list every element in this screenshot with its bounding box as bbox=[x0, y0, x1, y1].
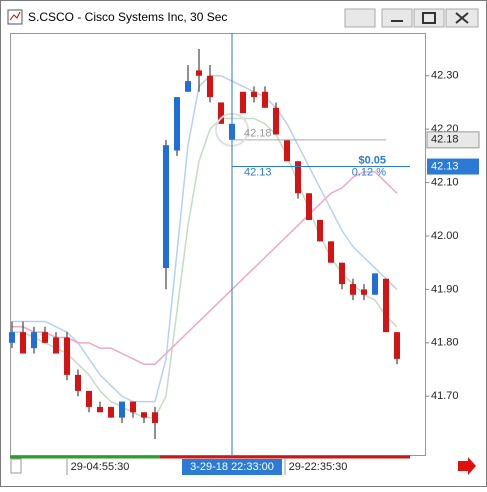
candle-body bbox=[317, 219, 323, 242]
reference-label: 42.18 bbox=[244, 128, 272, 140]
candle-body bbox=[53, 337, 59, 354]
candle-body bbox=[42, 332, 48, 343]
candle-body bbox=[339, 262, 345, 285]
y-tick-label: 42.10 bbox=[431, 176, 459, 188]
crosshair-price: 42.13 bbox=[244, 166, 272, 178]
candle-body bbox=[185, 81, 191, 92]
reference-price-label: 42.18 bbox=[431, 134, 459, 146]
scroll-box[interactable] bbox=[10, 458, 22, 474]
minimize-button[interactable] bbox=[381, 8, 413, 28]
maximize-glyph bbox=[422, 12, 436, 24]
candle-body bbox=[394, 332, 400, 359]
candle-body bbox=[174, 97, 180, 151]
candle-body bbox=[119, 401, 125, 418]
candle-body bbox=[372, 273, 378, 295]
candle-body bbox=[64, 337, 70, 375]
candle-body bbox=[218, 102, 224, 124]
app-icon-graph bbox=[9, 11, 21, 21]
moving-average bbox=[12, 74, 398, 403]
close-glyph bbox=[455, 12, 469, 24]
candle-body bbox=[86, 390, 92, 407]
candle-body bbox=[262, 91, 268, 108]
x-tick-label: 29-04:55:30 bbox=[71, 461, 130, 473]
candle-body bbox=[240, 91, 246, 114]
candle-body bbox=[20, 332, 26, 354]
app-icon bbox=[7, 9, 23, 25]
reference-price-box bbox=[426, 131, 480, 149]
candle-body bbox=[207, 75, 213, 98]
candle-body bbox=[196, 70, 202, 76]
crosshair-price-box-label: 42.13 bbox=[431, 160, 459, 172]
crosshair-price-box bbox=[427, 158, 479, 175]
candle-body bbox=[295, 161, 301, 194]
y-tick-label: 41.80 bbox=[431, 337, 459, 349]
candle-body bbox=[284, 139, 290, 162]
candle-body bbox=[361, 289, 367, 295]
plot-area bbox=[10, 33, 426, 456]
candle-body bbox=[108, 406, 114, 418]
maximize-button[interactable] bbox=[413, 8, 445, 28]
x-tick-label: 29-22:35:30 bbox=[289, 461, 348, 473]
candle-body bbox=[152, 412, 158, 423]
candle-body bbox=[328, 241, 334, 263]
y-tick-label: 42.00 bbox=[431, 230, 459, 242]
candle-body bbox=[251, 91, 257, 98]
scroll-right-arrow[interactable] bbox=[458, 457, 476, 475]
candle-body bbox=[75, 374, 81, 391]
candle-body bbox=[163, 145, 169, 269]
candle-body bbox=[306, 193, 312, 220]
candle-body bbox=[141, 412, 147, 418]
link-button[interactable] bbox=[344, 8, 376, 28]
candle-body bbox=[273, 107, 279, 135]
crosshair-time-box bbox=[182, 459, 282, 475]
crosshair-change: $0.05 bbox=[358, 154, 386, 166]
candle-body bbox=[350, 284, 356, 295]
candle-body bbox=[383, 278, 389, 333]
candle-body bbox=[31, 332, 37, 349]
candle-body bbox=[97, 406, 103, 413]
candle-body bbox=[130, 401, 136, 413]
crosshair-change-pct: 0.12 % bbox=[352, 166, 386, 178]
y-tick-label: 42.30 bbox=[431, 70, 459, 82]
y-tick-label: 41.70 bbox=[431, 390, 459, 402]
moving-average bbox=[12, 171, 398, 365]
candle-body bbox=[9, 332, 15, 343]
crosshair-time: 3-29-18 22:33:00 bbox=[190, 461, 274, 473]
window-title: S.CSCO - Cisco Systems Inc, 30 Sec bbox=[28, 10, 227, 24]
y-tick-label: 41.90 bbox=[431, 283, 459, 295]
